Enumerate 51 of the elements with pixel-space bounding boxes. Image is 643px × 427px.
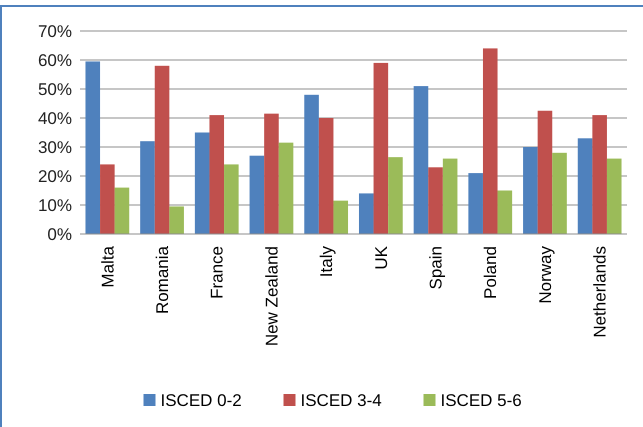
bar: [140, 141, 155, 234]
bar: [224, 164, 239, 234]
x-tick-label: Netherlands: [590, 246, 610, 338]
x-tick-label: Romania: [153, 245, 172, 314]
bar: [154, 66, 170, 234]
bar: [428, 167, 443, 234]
y-tick-label: 70%: [38, 22, 72, 41]
bar: [578, 138, 592, 234]
bar: [606, 158, 622, 234]
bar: [318, 118, 334, 234]
x-tick-label: Poland: [481, 246, 500, 299]
bar: [498, 190, 512, 234]
y-tick-label: 30%: [38, 138, 72, 157]
bar: [358, 193, 374, 234]
x-tick-label: Italy: [317, 246, 336, 278]
legend-label: ISCED 0-2: [160, 390, 242, 410]
x-tick-label: Norway: [536, 246, 555, 304]
bar: [468, 173, 483, 234]
bar: [114, 188, 130, 234]
bar: [85, 61, 100, 234]
x-tick-label: Malta: [98, 245, 118, 288]
y-tick-label: 0%: [47, 224, 72, 244]
bar: [538, 110, 552, 234]
x-tick-label: France: [208, 246, 227, 299]
y-tick-label: 10%: [38, 196, 72, 215]
bar: [264, 114, 279, 234]
bar: [442, 158, 458, 234]
bar: [194, 132, 210, 234]
bar: [100, 164, 115, 234]
bar: [592, 115, 607, 234]
y-tick-label: 20%: [38, 166, 72, 186]
bar: [304, 94, 319, 234]
bar: [278, 142, 294, 234]
x-tick-label: New Zealand: [262, 246, 282, 346]
bar: [374, 62, 388, 234]
y-tick-label: 50%: [38, 80, 72, 99]
legend-label: ISCED 5-6: [440, 390, 522, 410]
legend-label: ISCED 3-4: [300, 390, 382, 410]
x-tick-label: UK: [372, 245, 391, 270]
bar: [388, 157, 403, 234]
bar: [482, 48, 498, 234]
x-tick-label: Spain: [426, 246, 446, 290]
bar: [333, 200, 348, 234]
y-tick-label: 60%: [38, 50, 72, 70]
bar: [209, 115, 224, 234]
y-tick-label: 40%: [38, 108, 72, 128]
bar: [250, 156, 264, 234]
bar: [169, 206, 184, 234]
bar: [414, 86, 428, 234]
bar: [523, 147, 538, 234]
bar: [552, 152, 567, 234]
